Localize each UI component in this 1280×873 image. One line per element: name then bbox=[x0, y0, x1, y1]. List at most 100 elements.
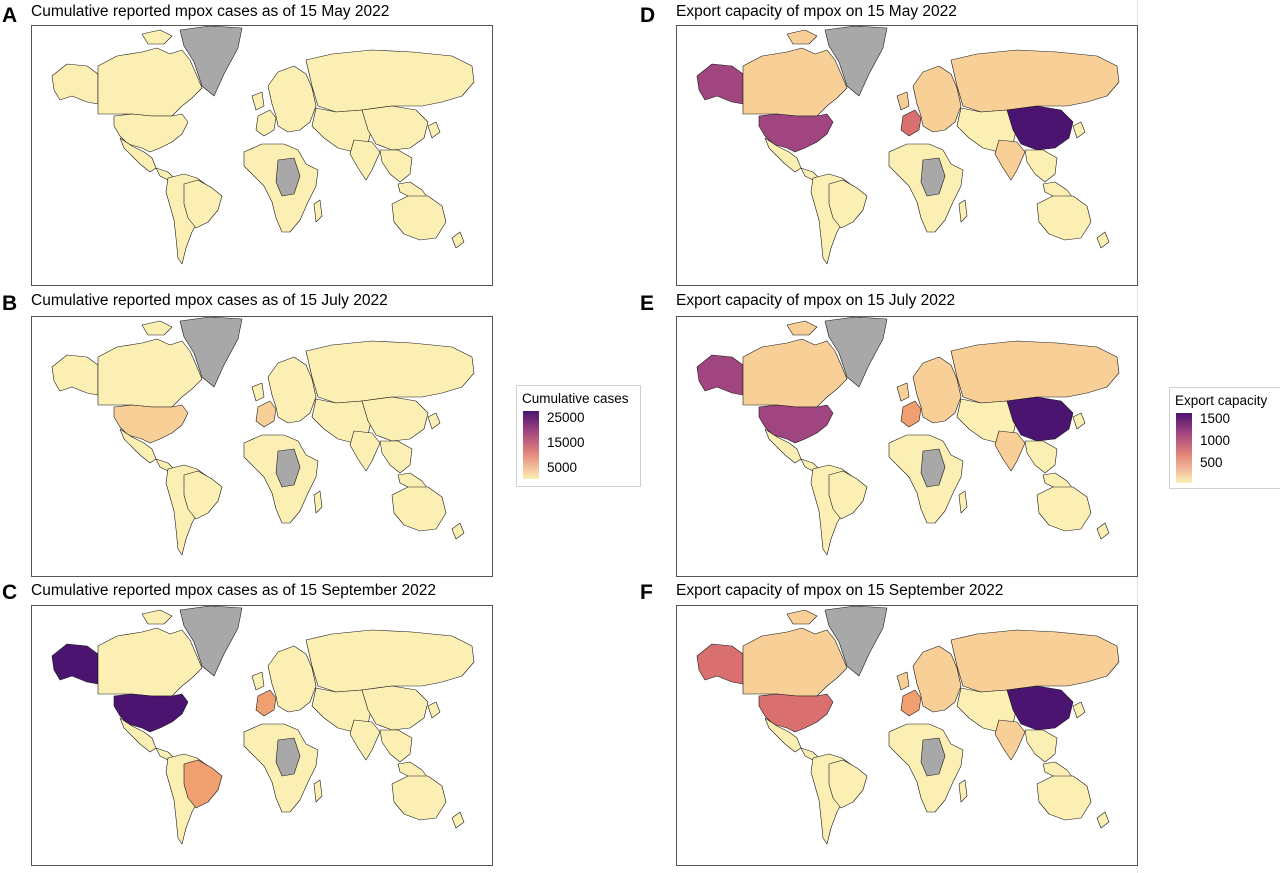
region-west-europe bbox=[255, 689, 277, 717]
region-russia bbox=[305, 49, 475, 113]
region-brazil bbox=[183, 759, 223, 809]
region-china bbox=[1006, 396, 1074, 442]
world-map-b bbox=[31, 316, 493, 577]
region-greenland bbox=[824, 26, 888, 97]
region-australia bbox=[391, 195, 447, 241]
legend-tick: 1000 bbox=[1200, 433, 1231, 448]
panel-title: Export capacity of mpox on 15 May 2022 bbox=[676, 3, 957, 20]
legend-tick: 5000 bbox=[547, 460, 578, 475]
region-brazil bbox=[828, 179, 868, 229]
region-asia bbox=[397, 181, 429, 199]
region-europe bbox=[267, 65, 317, 133]
legend-export-capacity: Export capacity 1500 1000 500 bbox=[1169, 387, 1280, 489]
region-brazil bbox=[828, 470, 868, 520]
region-china bbox=[361, 685, 429, 731]
region-europe bbox=[251, 91, 265, 111]
panel-title: Cumulative reported mpox cases as of 15 … bbox=[31, 3, 390, 20]
region-greenland bbox=[824, 317, 888, 388]
region-russia bbox=[950, 340, 1120, 404]
region-brazil bbox=[183, 179, 223, 229]
region-asia bbox=[379, 149, 413, 183]
panel-letter: B bbox=[2, 292, 18, 315]
region-australia bbox=[1096, 231, 1110, 249]
region-asia bbox=[427, 701, 441, 719]
panel-title: Cumulative reported mpox cases as of 15 … bbox=[31, 292, 388, 309]
region-india bbox=[994, 139, 1026, 181]
legend-cumulative-cases: Cumulative cases 25000 15000 5000 bbox=[516, 385, 641, 487]
panel-letter: C bbox=[2, 581, 18, 604]
panel-title: Cumulative reported mpox cases as of 15 … bbox=[31, 582, 436, 599]
region-canada bbox=[97, 338, 203, 408]
world-map-c bbox=[31, 605, 493, 866]
region-asia bbox=[1072, 121, 1086, 139]
region-central-africa bbox=[275, 157, 301, 197]
region-mexico bbox=[764, 137, 802, 173]
region-central-africa bbox=[920, 448, 946, 488]
region-africa bbox=[958, 199, 968, 223]
region-india bbox=[994, 430, 1026, 472]
region-asia bbox=[1042, 761, 1074, 779]
region-europe bbox=[896, 91, 910, 111]
region-europe bbox=[251, 671, 265, 691]
region-usa bbox=[758, 693, 834, 733]
region-asia bbox=[379, 729, 413, 763]
region-canada bbox=[786, 609, 818, 625]
legend-color-bar bbox=[523, 411, 539, 479]
region-russia bbox=[950, 49, 1120, 113]
region-asia bbox=[379, 440, 413, 474]
region-india bbox=[349, 139, 381, 181]
region-mexico bbox=[764, 717, 802, 753]
map-svg bbox=[51, 26, 475, 265]
region-usa bbox=[113, 113, 189, 153]
map-svg bbox=[51, 606, 475, 845]
legend-title: Cumulative cases bbox=[522, 391, 629, 406]
region-africa bbox=[313, 490, 323, 514]
region-canada bbox=[141, 320, 173, 336]
region-usa bbox=[113, 404, 189, 444]
region-alaska bbox=[696, 354, 744, 396]
panel-letter: F bbox=[640, 581, 653, 604]
region-canada bbox=[141, 29, 173, 45]
region-australia bbox=[1096, 811, 1110, 829]
map-svg bbox=[696, 317, 1120, 556]
region-china bbox=[361, 396, 429, 442]
region-canada bbox=[742, 338, 848, 408]
region-australia bbox=[1036, 195, 1092, 241]
region-asia bbox=[427, 121, 441, 139]
region-asia bbox=[427, 412, 441, 430]
region-central-africa bbox=[275, 448, 301, 488]
region-australia bbox=[1036, 486, 1092, 532]
region-greenland bbox=[179, 606, 243, 677]
legend-tick: 1500 bbox=[1200, 411, 1231, 426]
region-central-africa bbox=[275, 737, 301, 777]
region-asia bbox=[1042, 181, 1074, 199]
region-australia bbox=[391, 486, 447, 532]
legend-title: Export capacity bbox=[1175, 393, 1268, 408]
region-china bbox=[1006, 685, 1074, 731]
region-canada bbox=[97, 47, 203, 117]
region-europe bbox=[912, 356, 962, 424]
region-canada bbox=[742, 627, 848, 697]
world-map-a bbox=[31, 25, 493, 286]
region-alaska bbox=[51, 354, 99, 396]
region-europe bbox=[912, 645, 962, 713]
region-russia bbox=[305, 629, 475, 693]
region-alaska bbox=[696, 643, 744, 685]
region-asia bbox=[1042, 472, 1074, 490]
panel-letter: E bbox=[640, 292, 655, 315]
region-alaska bbox=[696, 63, 744, 105]
legend-tick: 25000 bbox=[547, 410, 585, 425]
region-brazil bbox=[183, 470, 223, 520]
region-australia bbox=[391, 775, 447, 821]
region-europe bbox=[896, 671, 910, 691]
region-australia bbox=[1096, 522, 1110, 540]
map-svg bbox=[696, 26, 1120, 265]
region-china bbox=[361, 105, 429, 151]
world-map-e bbox=[676, 316, 1138, 577]
region-west-europe bbox=[900, 689, 922, 717]
region-mexico bbox=[119, 717, 157, 753]
region-africa bbox=[958, 779, 968, 803]
region-greenland bbox=[824, 606, 888, 677]
panel-letter: D bbox=[640, 4, 656, 27]
region-russia bbox=[305, 340, 475, 404]
